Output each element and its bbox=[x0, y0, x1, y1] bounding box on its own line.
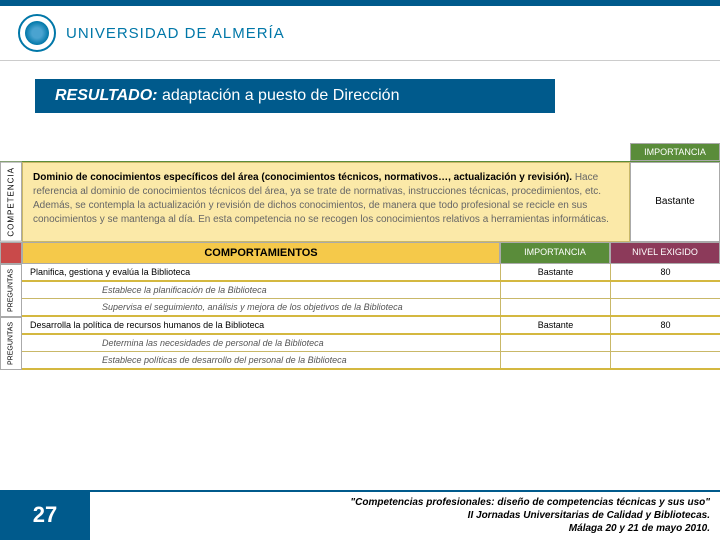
importancia-value: Bastante bbox=[630, 162, 720, 242]
university-logo bbox=[18, 14, 56, 52]
nivel-header: NIVEL EXIGIDO bbox=[610, 242, 720, 264]
header: UNIVERSIDAD DE ALMERÍA bbox=[0, 6, 720, 61]
header-row-1: IMPORTANCIA bbox=[0, 143, 720, 161]
importancia-header: IMPORTANCIA bbox=[630, 143, 720, 161]
competency-row: COMPETENCIA Dominio de conocimientos esp… bbox=[0, 161, 720, 242]
page-number: 27 bbox=[0, 490, 90, 540]
behavior-sub: Determina las necesidades de personal de… bbox=[22, 335, 500, 351]
behavior-imp: Bastante bbox=[500, 317, 610, 333]
behavior-sub: Supervisa el seguimiento, análisis y mej… bbox=[22, 299, 500, 315]
preguntas-vertical-label-2: PREGUNTAS bbox=[0, 317, 22, 370]
behavior-block-2: PREGUNTAS Desarrolla la política de recu… bbox=[0, 317, 720, 370]
behavior-text: Planifica, gestiona y evalúa la Bibliote… bbox=[22, 264, 500, 280]
competency-table: IMPORTANCIA COMPETENCIA Dominio de conoc… bbox=[0, 143, 720, 370]
behavior-imp: Bastante bbox=[500, 264, 610, 280]
subheader-row: COMPORTAMIENTOS IMPORTANCIA NIVEL EXIGID… bbox=[0, 242, 720, 264]
red-stub bbox=[0, 242, 22, 264]
competency-description: Dominio de conocimientos específicos del… bbox=[22, 162, 630, 242]
footer-text: "Competencias profesionales: diseño de c… bbox=[90, 490, 720, 540]
behavior-niv: 80 bbox=[610, 317, 720, 333]
competency-bold: Dominio de conocimientos específicos del… bbox=[33, 172, 572, 183]
slide-title: RESULTADO: adaptación a puesto de Direcc… bbox=[35, 79, 555, 113]
university-name: UNIVERSIDAD DE ALMERÍA bbox=[66, 25, 285, 42]
behavior-text: Desarrolla la política de recursos human… bbox=[22, 317, 500, 333]
footer: 27 "Competencias profesionales: diseño d… bbox=[0, 490, 720, 540]
comportamientos-header: COMPORTAMIENTOS bbox=[22, 242, 500, 264]
footer-line-1: "Competencias profesionales: diseño de c… bbox=[100, 496, 710, 509]
title-prefix: RESULTADO: bbox=[55, 87, 158, 104]
logo-sun-icon bbox=[25, 21, 49, 45]
title-text: adaptación a puesto de Dirección bbox=[162, 87, 400, 104]
behavior-sub: Establece la planificación de la Bibliot… bbox=[22, 282, 500, 298]
footer-line-3: Málaga 20 y 21 de mayo 2010. bbox=[100, 522, 710, 535]
preguntas-vertical-label: PREGUNTAS bbox=[0, 264, 22, 317]
behavior-sub: Establece políticas de desarrollo del pe… bbox=[22, 352, 500, 368]
behavior-block-1: PREGUNTAS Planifica, gestiona y evalúa l… bbox=[0, 264, 720, 317]
footer-line-2: II Jornadas Universitarias de Calidad y … bbox=[100, 509, 710, 522]
importancia2-header: IMPORTANCIA bbox=[500, 242, 610, 264]
competencia-vertical-label: COMPETENCIA bbox=[0, 162, 22, 242]
behavior-niv: 80 bbox=[610, 264, 720, 280]
